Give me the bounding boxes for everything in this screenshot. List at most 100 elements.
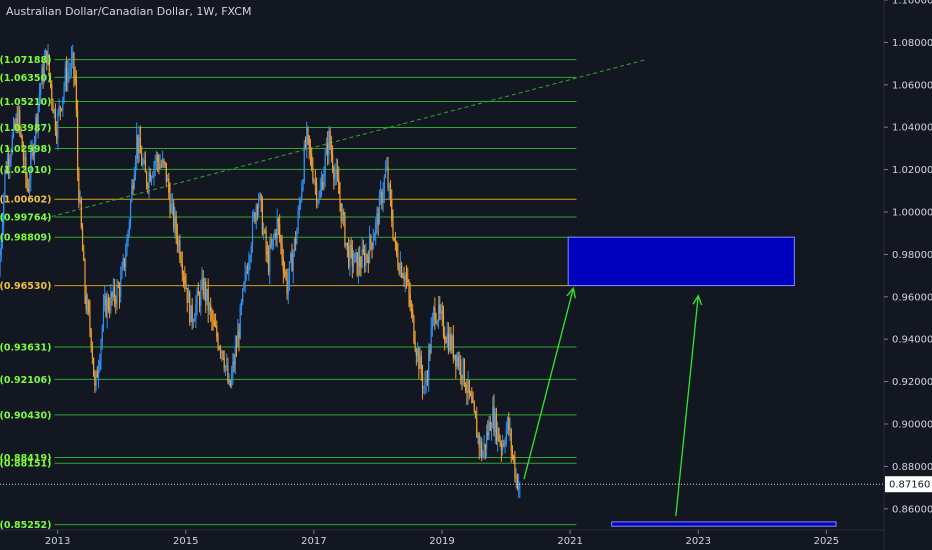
candle-body — [36, 117, 38, 126]
candle-body — [301, 188, 303, 201]
candle-body — [69, 69, 71, 71]
candle-body — [275, 232, 277, 239]
candle-body — [286, 274, 288, 295]
candle-body — [49, 73, 52, 84]
candle-body — [414, 341, 416, 351]
candle-body — [185, 283, 187, 289]
candle-body — [213, 321, 215, 327]
candle-body — [41, 67, 43, 85]
candle-body — [258, 198, 260, 209]
candle-body — [153, 165, 155, 176]
candle-body — [122, 258, 124, 268]
projection-arrow-line[interactable] — [523, 288, 574, 480]
candle-body — [488, 421, 490, 436]
candle-body — [451, 335, 453, 350]
x-tick-label: 2013 — [45, 536, 70, 547]
candle-body — [483, 443, 485, 454]
candle-body — [419, 355, 421, 369]
candle-body — [169, 192, 171, 213]
candle-body — [497, 428, 499, 441]
candle-body — [111, 292, 113, 297]
target-zone-box[interactable] — [567, 236, 795, 287]
candle-body — [17, 110, 20, 131]
candle-body — [9, 159, 11, 167]
candle-body — [299, 200, 302, 206]
candle-body — [181, 263, 183, 274]
candle-body — [152, 175, 154, 178]
candle-body — [179, 240, 181, 259]
candle-body — [296, 231, 298, 244]
candle-body — [81, 227, 84, 252]
fib-level-label: 0.618(1.02010) — [0, 165, 51, 176]
candle-body — [441, 311, 443, 314]
candle-body — [38, 94, 41, 105]
candle-body — [356, 252, 358, 275]
fib-level-label: 0.786(1.00602) — [0, 195, 51, 206]
candle-body — [75, 80, 77, 112]
candle-body — [14, 122, 16, 129]
candle-body — [346, 242, 348, 247]
candle-body — [205, 281, 207, 302]
x-tick-label: 2023 — [686, 536, 711, 547]
candle-body — [166, 178, 169, 182]
candle-body — [5, 169, 7, 173]
candle-body — [272, 237, 275, 239]
candle-body — [125, 255, 127, 267]
fib-level-label: 0.382(1.03987) — [0, 123, 51, 134]
candle-body — [450, 334, 452, 350]
candle-body — [287, 280, 289, 295]
candle-body — [53, 109, 55, 114]
candle-body — [259, 194, 261, 199]
candle-body — [433, 307, 435, 318]
candle-body — [3, 196, 5, 226]
projection-arrow-line[interactable] — [675, 295, 699, 517]
candle-body — [492, 406, 494, 428]
candle-body — [11, 135, 13, 154]
candle-body — [263, 230, 265, 235]
candle-body — [134, 159, 137, 175]
candle-body — [409, 294, 411, 308]
candle-body — [325, 142, 328, 155]
candle-body — [350, 244, 352, 248]
dashed-trendline[interactable] — [44, 58, 648, 219]
candle-body — [285, 272, 287, 275]
candle-body — [121, 267, 123, 279]
candle-body — [60, 109, 63, 110]
candle-body — [68, 70, 70, 72]
candle-body — [4, 169, 6, 197]
candle-body — [8, 158, 10, 167]
candle-body — [192, 321, 195, 323]
candle-body — [139, 137, 142, 154]
candle-body — [311, 154, 313, 169]
candle-body — [514, 459, 516, 478]
candle-body — [407, 279, 409, 282]
candle-body — [453, 354, 456, 359]
candle-body — [52, 100, 54, 114]
candle-body — [292, 252, 294, 272]
candle-body — [317, 201, 319, 203]
candle-body — [281, 243, 283, 259]
candle-body — [178, 240, 180, 246]
candle-body — [303, 145, 305, 182]
candle-body — [64, 67, 66, 87]
candle-body — [132, 185, 134, 189]
candle-body — [100, 341, 102, 361]
candle-body — [25, 156, 27, 178]
lower-zone-box[interactable] — [611, 521, 837, 527]
candle-body — [494, 413, 496, 433]
candle-body — [412, 309, 414, 317]
candle-body — [249, 257, 251, 263]
candle-body — [515, 475, 517, 478]
candle-body — [65, 67, 68, 84]
candle-body — [191, 305, 193, 322]
candle-body — [513, 455, 515, 460]
candle-body — [106, 298, 108, 317]
candle-body — [348, 246, 350, 267]
candle-body — [116, 285, 118, 304]
candle-body — [384, 169, 387, 178]
candle-body — [228, 380, 230, 383]
candle-body — [260, 194, 262, 202]
candle-body — [198, 295, 201, 307]
candle-body — [242, 289, 244, 303]
